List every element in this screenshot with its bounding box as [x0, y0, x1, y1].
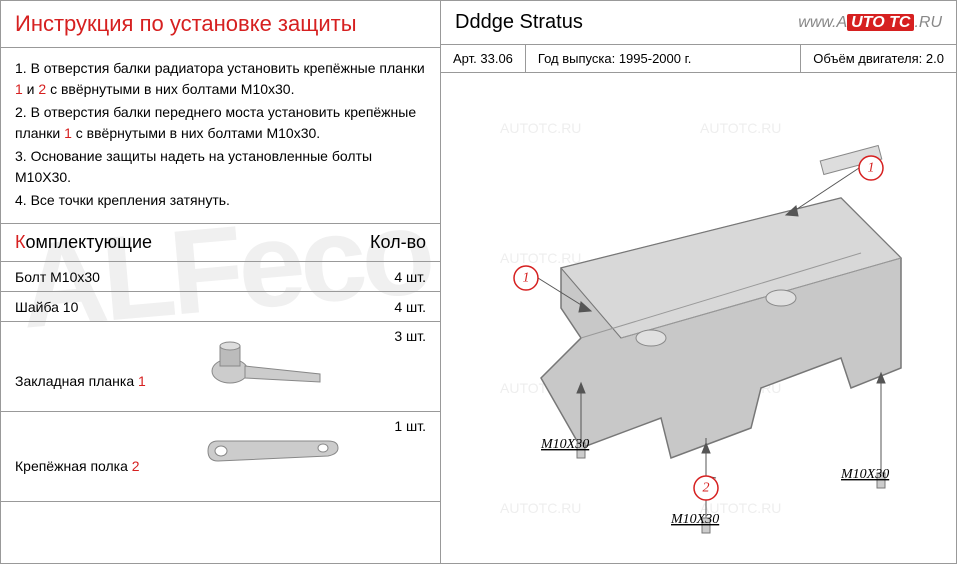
- component-name-text: Крепёжная полка: [15, 458, 132, 474]
- skid-plate-shape: [541, 198, 901, 458]
- logo-tc: UTO TC: [847, 14, 914, 31]
- step1-and: и: [23, 81, 39, 97]
- components-title: Комплектующие: [15, 232, 152, 253]
- logo-prefix: www.A: [798, 14, 847, 31]
- art-value: 33.06: [480, 51, 513, 66]
- components-qty-header: Кол-во: [370, 232, 426, 253]
- art-label: Арт.: [453, 51, 477, 66]
- component-name: Болт М10х30: [15, 269, 366, 285]
- component-row: Шайба 10 4 шт.: [1, 292, 440, 322]
- part-illustration-2: [203, 426, 343, 474]
- step2-ref: 1: [64, 125, 72, 141]
- instructions-block: 1. В отверстия балки радиатора установит…: [1, 48, 440, 224]
- callout-1: 1: [868, 161, 875, 176]
- component-qty: 4 шт.: [366, 269, 426, 285]
- logo-suffix: .RU: [914, 14, 942, 31]
- component-name: Закладная планка 1: [15, 328, 366, 389]
- bolt-label: M10X30: [540, 437, 589, 452]
- assembly-diagram: 1 1 2 M10X30 M10X30 M10X30: [441, 73, 956, 563]
- components-title-k: К: [15, 232, 26, 252]
- document-title: Инструкция по установке защиты: [1, 1, 440, 48]
- component-name-text: Закладная планка: [15, 373, 138, 389]
- bolt-label: M10X30: [840, 467, 889, 482]
- instruction-step-1: 1. В отверстия балки радиатора установит…: [15, 58, 426, 100]
- product-art: Арт. 33.06: [441, 45, 526, 72]
- component-name: Шайба 10: [15, 299, 366, 315]
- component-row: Крепёжная полка 2 1 шт.: [1, 412, 440, 502]
- right-panel: Dddge Stratus www.AUTO TC.RU Арт. 33.06 …: [441, 1, 956, 563]
- bolt-label: M10X30: [670, 512, 719, 527]
- product-year: Год выпуска: 1995-2000 г.: [526, 45, 801, 72]
- component-qty: 4 шт.: [366, 299, 426, 315]
- step1-ref1: 1: [15, 81, 23, 97]
- product-details: Арт. 33.06 Год выпуска: 1995-2000 г. Объ…: [441, 44, 956, 72]
- step2-suffix: с ввёрнутыми в них болтами М10х30.: [72, 125, 320, 141]
- engine-label: Объём двигателя:: [813, 51, 922, 66]
- step1-text: 1. В отверстия балки радиатора установит…: [15, 60, 425, 76]
- component-qty: 3 шт.: [366, 328, 426, 344]
- brand-logo: www.AUTO TC.RU: [798, 14, 942, 32]
- instruction-step-3: 3. Основание защиты надеть на установлен…: [15, 146, 426, 188]
- document-container: Инструкция по установке защиты 1. В отве…: [0, 0, 957, 564]
- callout-2: 2: [703, 481, 710, 496]
- components-header: Комплектующие Кол-во: [1, 224, 440, 262]
- component-name-ref: 2: [132, 458, 140, 474]
- product-header: Dddge Stratus www.AUTO TC.RU: [441, 1, 956, 44]
- part-illustration-1: [210, 336, 330, 389]
- instruction-step-4: 4. Все точки крепления затянуть.: [15, 190, 426, 211]
- year-label: Год выпуска:: [538, 51, 615, 66]
- product-model: Dddge Stratus: [455, 11, 583, 34]
- step1-suffix: с ввёрнутыми в них болтами М10х30.: [46, 81, 294, 97]
- callout-1: 1: [523, 271, 530, 286]
- product-engine: Объём двигателя: 2.0: [801, 45, 956, 72]
- component-name: Крепёжная полка 2: [15, 418, 366, 474]
- product-info: Dddge Stratus www.AUTO TC.RU Арт. 33.06 …: [441, 1, 956, 73]
- component-qty: 1 шт.: [366, 418, 426, 434]
- component-row: Закладная планка 1 3 шт.: [1, 322, 440, 412]
- year-value: 1995-2000 г.: [619, 51, 692, 66]
- instruction-step-2: 2. В отверстия балки переднего моста уст…: [15, 102, 426, 144]
- components-title-rest: омплектующие: [26, 232, 153, 252]
- left-panel: Инструкция по установке защиты 1. В отве…: [1, 1, 441, 563]
- component-name-ref: 1: [138, 373, 146, 389]
- engine-value: 2.0: [926, 51, 944, 66]
- component-row: Болт М10х30 4 шт.: [1, 262, 440, 292]
